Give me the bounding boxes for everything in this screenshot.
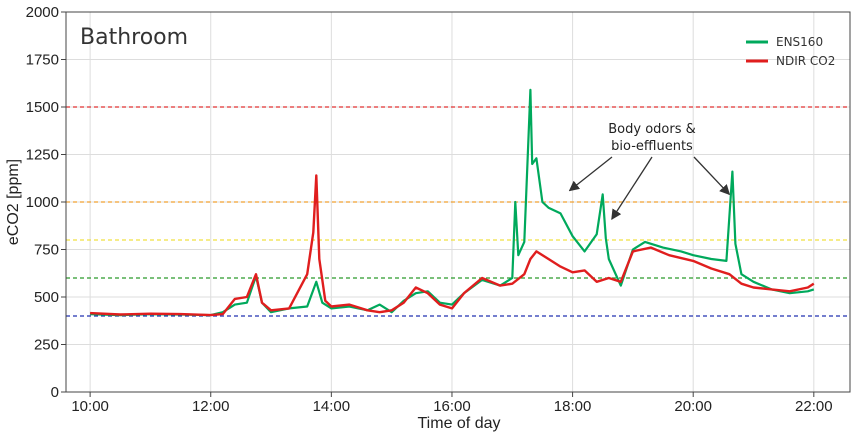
x-tick-label: 12:00 xyxy=(192,398,230,415)
legend: ENS160 NDIR CO2 xyxy=(746,35,835,68)
annotation-arrow xyxy=(693,156,731,196)
y-tick-label: 1750 xyxy=(26,52,59,69)
chart-title: Bathroom xyxy=(80,25,188,50)
annotation-arrow xyxy=(568,156,613,192)
y-tick-label: 2000 xyxy=(26,4,59,21)
legend-label: ENS160 xyxy=(776,35,823,49)
x-tick-label: 10:00 xyxy=(71,398,109,415)
series-line-ens160 xyxy=(90,88,815,317)
y-tick-label: 250 xyxy=(34,337,59,354)
legend-label: NDIR CO2 xyxy=(776,54,835,68)
ticks: 10:00 12:00 14:00 16:00 18:00 20:00 22:00 0 250 5… xyxy=(26,4,833,415)
y-tick-label: 0 xyxy=(51,384,59,401)
x-tick-label: 22:00 xyxy=(795,398,833,415)
y-tick-label: 1250 xyxy=(26,147,59,164)
x-tick-label: 14:00 xyxy=(313,398,351,415)
annotation: Body odors & bio-effluents xyxy=(568,122,731,220)
x-tick-label: 20:00 xyxy=(674,398,712,415)
y-tick-label: 500 xyxy=(34,289,59,306)
y-tick-label: 750 xyxy=(34,242,59,259)
series-line-ndir-co2 xyxy=(90,174,815,317)
annotation-arrow xyxy=(611,156,653,220)
annotation-text: Body odors & xyxy=(608,122,696,137)
series-lines xyxy=(90,88,815,317)
y-axis-label: eCO2 [ppm] xyxy=(5,159,22,245)
x-tick-label: 18:00 xyxy=(554,398,592,415)
reference-lines xyxy=(66,106,850,317)
x-tick-label: 16:00 xyxy=(433,398,471,415)
y-tick-label: 1500 xyxy=(26,99,59,116)
annotation-text: bio-effluents xyxy=(611,139,693,154)
x-axis-label: Time of day xyxy=(418,415,501,432)
y-tick-label: 1000 xyxy=(26,194,59,211)
